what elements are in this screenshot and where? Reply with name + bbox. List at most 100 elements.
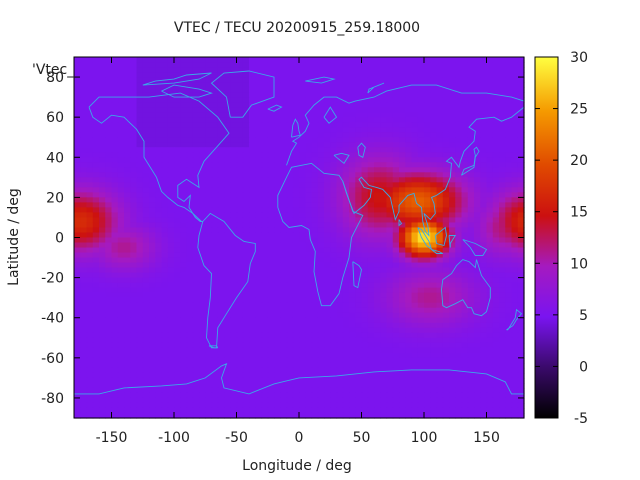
heatmap-cell <box>199 277 206 284</box>
heatmap-cell <box>92 272 100 279</box>
heatmap-cell <box>486 357 494 364</box>
heatmap-cell <box>205 337 213 344</box>
heatmap-cell <box>499 267 506 274</box>
heatmap-cell <box>342 287 350 294</box>
heatmap-cell <box>411 382 419 389</box>
heatmap-cell <box>399 182 406 188</box>
heatmap-cell <box>342 97 350 103</box>
heatmap-cell <box>374 182 381 188</box>
heatmap-cell <box>386 362 394 369</box>
heatmap-cell <box>299 317 306 324</box>
heatmap-cell <box>336 227 344 234</box>
heatmap-cell <box>92 182 100 188</box>
heatmap-cell <box>274 307 281 314</box>
heatmap-cell <box>311 307 319 314</box>
heatmap-cell <box>261 387 269 394</box>
heatmap-cell <box>142 392 150 399</box>
heatmap-cell <box>255 112 263 118</box>
heatmap-cell <box>199 332 206 339</box>
heatmap-cell <box>374 167 381 173</box>
heatmap-cell <box>486 212 494 219</box>
heatmap-cell <box>174 392 181 399</box>
heatmap-cell <box>274 297 281 304</box>
heatmap-cell <box>142 242 150 249</box>
heatmap-cell <box>311 207 319 214</box>
heatmap-cell <box>117 257 125 264</box>
heatmap-cell <box>317 87 325 93</box>
heatmap-cell <box>205 292 213 299</box>
heatmap-cell <box>111 362 119 369</box>
heatmap-cell <box>499 262 506 269</box>
heatmap-cell <box>461 62 469 68</box>
heatmap-cell <box>149 262 156 269</box>
heatmap-cell <box>336 367 344 374</box>
heatmap-cell <box>211 87 219 93</box>
heatmap-cell <box>161 127 169 133</box>
heatmap-cell <box>361 252 369 259</box>
heatmap-cell <box>230 147 238 153</box>
heatmap-cell <box>117 57 125 63</box>
heatmap-cell <box>505 272 513 279</box>
heatmap-cell <box>255 397 263 404</box>
heatmap-cell <box>105 67 113 73</box>
heatmap-cell <box>155 57 163 63</box>
heatmap-cell <box>355 392 363 399</box>
heatmap-cell <box>261 372 269 379</box>
heatmap-cell <box>480 327 488 334</box>
heatmap-cell <box>342 87 350 93</box>
heatmap-cell <box>317 282 325 289</box>
heatmap-cell <box>367 312 375 319</box>
heatmap-cell <box>267 167 275 173</box>
heatmap-cell <box>405 162 413 168</box>
heatmap-cell <box>199 307 206 314</box>
heatmap-cell <box>74 157 81 163</box>
heatmap-cell <box>274 162 281 168</box>
heatmap-cell <box>236 242 244 249</box>
heatmap-cell <box>242 272 250 279</box>
heatmap-cell <box>411 172 419 178</box>
heatmap-cell <box>292 152 300 158</box>
heatmap-cell <box>136 142 144 148</box>
heatmap-cell <box>236 57 244 63</box>
heatmap-cell <box>374 352 381 359</box>
heatmap-cell <box>80 397 88 404</box>
heatmap-cell <box>211 387 219 394</box>
heatmap-cell <box>255 302 263 309</box>
heatmap-cell <box>517 312 525 319</box>
heatmap-cell <box>336 397 344 404</box>
heatmap-cell <box>455 382 463 389</box>
heatmap-cell <box>267 377 275 384</box>
heatmap-cell <box>80 127 88 133</box>
heatmap-cell <box>399 227 406 234</box>
heatmap-cell <box>367 212 375 219</box>
heatmap-cell <box>186 77 194 83</box>
heatmap-cell <box>511 332 519 339</box>
heatmap-cell <box>499 327 506 334</box>
heatmap-cell <box>442 367 450 374</box>
heatmap-cell <box>330 207 338 214</box>
heatmap-cell <box>80 242 88 249</box>
heatmap-cell <box>274 267 281 274</box>
heatmap-cell <box>361 257 369 264</box>
heatmap-cell <box>486 97 494 103</box>
heatmap-cell <box>174 207 181 214</box>
heatmap-cell <box>461 117 469 123</box>
heatmap-cell <box>480 252 488 259</box>
heatmap-cell <box>130 262 138 269</box>
heatmap-cell <box>405 282 413 289</box>
heatmap-cell <box>355 307 363 314</box>
heatmap-cell <box>299 217 306 224</box>
heatmap-cell <box>442 57 450 63</box>
heatmap-cell <box>261 307 269 314</box>
heatmap-cell <box>317 392 325 399</box>
heatmap-cell <box>255 347 263 354</box>
heatmap-cell <box>474 357 481 364</box>
heatmap-cell <box>124 312 131 319</box>
heatmap-cell <box>361 122 369 128</box>
heatmap-cell <box>274 222 281 229</box>
heatmap-cell <box>480 342 488 349</box>
heatmap-cell <box>361 97 369 103</box>
heatmap-cell <box>367 322 375 329</box>
heatmap-cell <box>499 392 506 399</box>
heatmap-cell <box>361 377 369 384</box>
